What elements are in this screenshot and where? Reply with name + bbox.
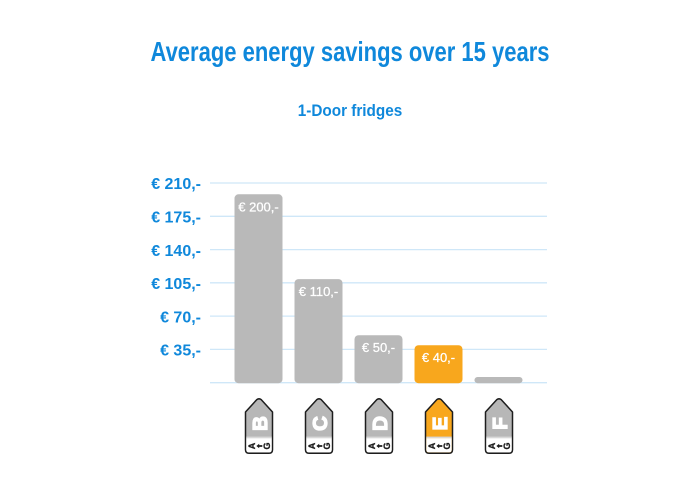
svg-text:D: D (369, 416, 392, 431)
svg-text:€ 210,-: € 210,- (151, 176, 201, 193)
svg-text:€ 200,-: € 200,- (238, 199, 278, 214)
svg-text:G: G (322, 442, 332, 449)
svg-text:€ 35,-: € 35,- (160, 343, 201, 360)
svg-text:A: A (247, 442, 257, 449)
svg-text:A: A (307, 442, 317, 449)
svg-text:€ 175,-: € 175,- (151, 210, 201, 227)
svg-text:G: G (502, 442, 512, 449)
svg-text:€ 50,-: € 50,- (362, 340, 395, 355)
svg-text:F: F (489, 417, 512, 430)
svg-text:G: G (442, 442, 452, 449)
svg-text:€ 70,-: € 70,- (160, 309, 201, 326)
svg-text:C: C (309, 416, 332, 431)
svg-text:Average energy savings over 15: Average energy savings over 15 years (151, 36, 550, 67)
svg-text:G: G (262, 442, 272, 449)
svg-text:€ 40,-: € 40,- (422, 350, 455, 365)
svg-text:G: G (382, 442, 392, 449)
svg-text:1-Door fridges: 1-Door fridges (298, 101, 403, 120)
svg-text:A: A (367, 442, 377, 449)
svg-text:B: B (249, 416, 272, 431)
svg-text:A: A (427, 442, 437, 449)
svg-text:€ 140,-: € 140,- (151, 243, 201, 260)
svg-text:A: A (487, 442, 497, 449)
svg-text:€ 105,-: € 105,- (151, 276, 201, 293)
svg-text:E: E (429, 417, 452, 431)
svg-text:€ 110,-: € 110,- (299, 284, 339, 299)
